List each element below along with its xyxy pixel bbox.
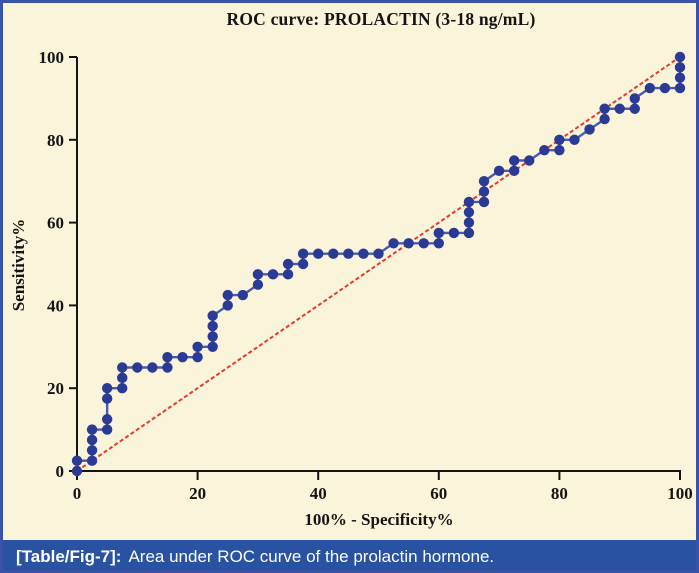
roc-data-point [508, 155, 520, 166]
roc-data-point [282, 269, 294, 280]
roc-data-point [117, 383, 128, 394]
x-tick-label: 60 [430, 484, 447, 503]
y-tick-label: 100 [39, 48, 65, 67]
roc-data-point [147, 362, 158, 373]
roc-data-point [388, 238, 399, 249]
roc-data-point [524, 155, 535, 166]
y-tick-label: 60 [47, 214, 64, 233]
roc-data-point [674, 82, 686, 94]
roc-data-point [554, 134, 565, 145]
roc-data-point [267, 269, 279, 280]
roc-data-point [463, 207, 475, 218]
roc-data-point [433, 227, 444, 239]
roc-data-point [252, 279, 264, 290]
y-tick-label: 0 [56, 462, 65, 481]
caption-bar: [Table/Fig-7]: Area under ROC curve of t… [3, 540, 696, 570]
reference-line [76, 56, 681, 472]
y-tick-label: 40 [47, 296, 64, 315]
roc-data-point [101, 393, 113, 404]
roc-data-point [629, 93, 640, 104]
x-tick-label: 80 [551, 484, 568, 503]
roc-data-point [554, 144, 565, 156]
roc-data-point [644, 82, 656, 94]
roc-data-point [478, 176, 490, 187]
roc-data-point [222, 300, 233, 311]
roc-data-point [86, 424, 98, 435]
roc-data-point [101, 383, 113, 394]
x-axis-label: 100% - Specificity% [304, 510, 453, 529]
roc-data-point [192, 351, 203, 363]
roc-data-point [86, 434, 98, 446]
roc-data-point [177, 351, 188, 363]
x-tick-label: 0 [73, 484, 82, 503]
y-tick-label: 20 [47, 379, 64, 398]
roc-data-point [373, 248, 384, 259]
roc-data-point [674, 72, 686, 83]
roc-data-point [674, 62, 686, 73]
roc-data-point [403, 238, 414, 249]
roc-data-point [629, 103, 640, 114]
x-tick-label: 100 [667, 484, 693, 503]
roc-data-point [132, 362, 143, 373]
roc-data-point [117, 372, 128, 384]
roc-data-point [162, 362, 173, 373]
roc-data-point [599, 113, 610, 125]
roc-data-point [207, 320, 218, 332]
roc-data-point [418, 238, 429, 249]
roc-data-point [674, 51, 686, 63]
roc-data-point [493, 165, 505, 177]
roc-data-point [448, 227, 460, 239]
roc-data-point [297, 258, 309, 270]
roc-data-point [207, 341, 218, 352]
axes: 0 20 40 60 80 100 0 20 40 60 80 100 [39, 48, 693, 503]
chart-title: ROC curve: PROLACTIN (3-18 ng/mL) [227, 9, 536, 29]
roc-data-point [207, 310, 218, 321]
roc-data-point [478, 186, 490, 197]
roc-data-point [222, 289, 233, 301]
roc-data-point [162, 351, 173, 363]
roc-data-point [463, 217, 475, 228]
roc-data-point [343, 248, 354, 259]
roc-data-point [463, 196, 475, 208]
roc-data-point [478, 196, 490, 208]
y-axis-label: Sensitivity% [9, 219, 28, 312]
roc-data-point [313, 248, 324, 259]
reference-diagonal-line [76, 56, 681, 472]
roc-data-point [101, 414, 113, 425]
roc-data-point [192, 341, 203, 352]
roc-data-point [584, 124, 595, 135]
roc-data-point [508, 165, 520, 177]
roc-data-point [328, 248, 339, 259]
roc-data-point [358, 248, 369, 259]
y-tick-label: 80 [47, 131, 64, 150]
roc-data-point [117, 362, 128, 373]
roc-data-point [297, 248, 309, 259]
roc-chart-svg: ROC curve: PROLACTIN (3-18 ng/mL) 100% -… [9, 9, 693, 529]
roc-data-point [71, 455, 83, 466]
roc-data-point [614, 103, 625, 114]
x-tick-label: 20 [189, 484, 206, 503]
roc-data-point [207, 331, 218, 342]
roc-data-point [659, 82, 671, 94]
roc-data-point [463, 227, 475, 239]
roc-data-point [569, 134, 580, 145]
roc-curve-series [71, 51, 686, 477]
roc-data-point [252, 269, 264, 280]
x-tick-label: 40 [310, 484, 327, 503]
caption-text: Area under ROC curve of the prolactin ho… [128, 547, 495, 566]
roc-data-point [71, 465, 83, 477]
roc-data-point [539, 144, 550, 156]
roc-data-point [433, 238, 444, 249]
caption-label: [Table/Fig-7]: [16, 547, 122, 566]
roc-data-point [86, 455, 98, 466]
roc-data-point [101, 424, 113, 435]
roc-data-point [86, 445, 98, 456]
roc-plot-region: ROC curve: PROLACTIN (3-18 ng/mL) 100% -… [3, 3, 696, 540]
roc-data-point [237, 289, 249, 301]
roc-data-point [282, 258, 294, 270]
roc-data-point [599, 103, 610, 114]
